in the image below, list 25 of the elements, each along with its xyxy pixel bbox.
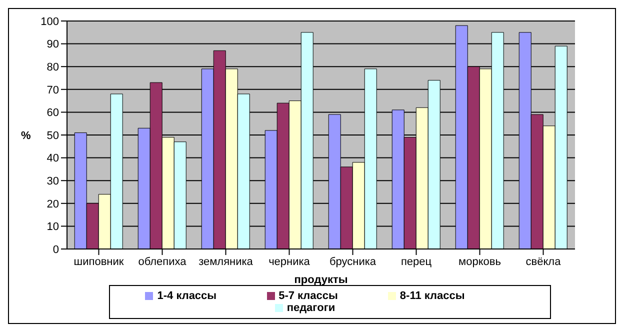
x-tick-label: шиповник	[74, 256, 124, 268]
legend-label: 8-11 классы	[400, 290, 465, 302]
x-tick-label: морковь	[458, 256, 502, 268]
legend-label: 1-4 классы	[157, 290, 217, 302]
x-tick-label: черника	[268, 256, 311, 268]
legend-label: 5-7 классы	[278, 290, 338, 302]
legend-label: педагоги	[286, 302, 336, 314]
y-tick-label: 50	[46, 130, 59, 142]
y-tick-label: 30	[46, 176, 59, 188]
y-tick-label: 80	[46, 62, 59, 74]
x-axis-title: продукты	[294, 274, 348, 286]
y-tick-label: 100	[40, 16, 59, 28]
y-tick-label: 0	[52, 244, 59, 256]
y-tick-label: 90	[46, 38, 59, 51]
x-tick-label: земляника	[198, 256, 254, 268]
y-tick-label: 20	[46, 198, 59, 210]
x-tick-label: свёкла	[526, 256, 562, 268]
x-tick-label: облепиха	[138, 256, 188, 268]
y-tick-label: 40	[46, 152, 59, 165]
x-tick-label: брусника	[329, 256, 377, 268]
y-axis-title: %	[21, 130, 31, 142]
x-tick-label: перец	[400, 256, 432, 268]
y-tick-label: 70	[46, 84, 59, 96]
y-tick-label: 60	[46, 107, 59, 120]
y-tick-label: 10	[46, 221, 59, 234]
